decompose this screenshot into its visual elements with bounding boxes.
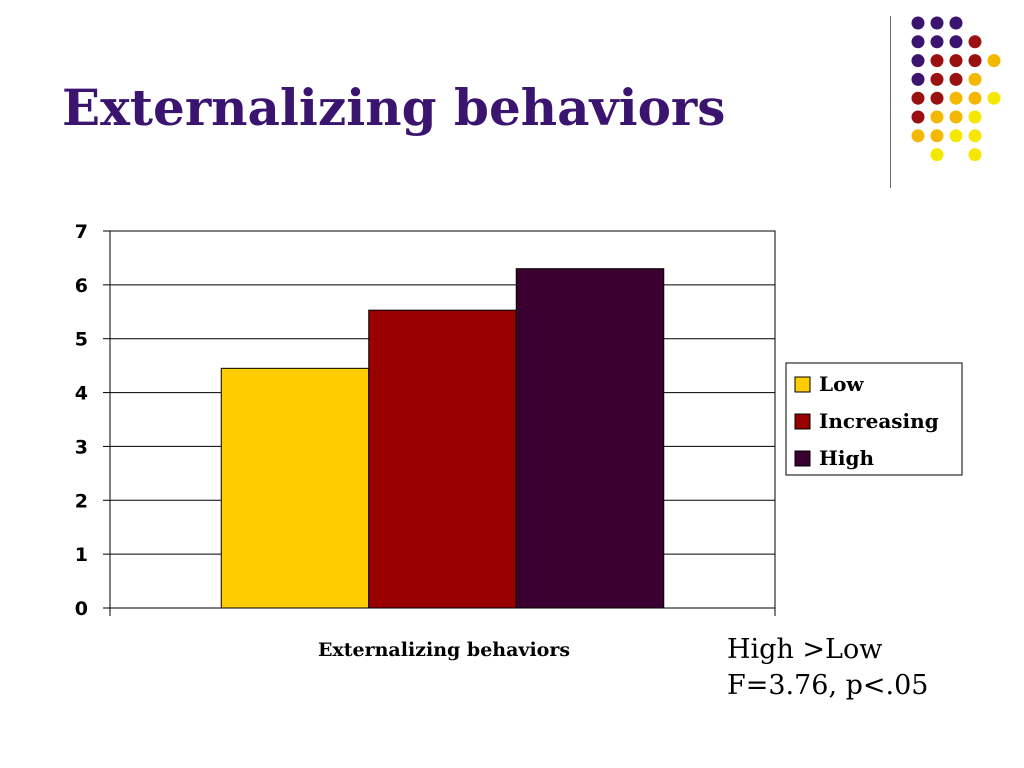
- note-comparison: High >Low: [727, 634, 883, 665]
- y-tick-label: 7: [75, 221, 88, 243]
- decorative-dot: [949, 54, 963, 68]
- decorative-dot: [949, 72, 963, 86]
- decorative-dot: [930, 54, 944, 68]
- chart-tick-labels: 0 1 2 3 4 5 6 7: [75, 221, 88, 620]
- decorative-dot: [949, 35, 963, 49]
- legend-label: High: [819, 446, 874, 470]
- decorative-dot: [930, 72, 944, 86]
- legend-box: [785, 362, 963, 476]
- decorative-dot: [968, 35, 982, 49]
- chart-axes: [103, 230, 776, 616]
- bar-high: [515, 268, 665, 609]
- decorative-dot: [911, 91, 925, 105]
- y-tick-label: 5: [75, 329, 88, 351]
- y-tick-label: 2: [75, 490, 88, 512]
- decorative-dot: [968, 54, 982, 68]
- decorative-dot: [987, 91, 1001, 105]
- y-tick-label: 4: [75, 383, 88, 405]
- decorative-dot: [968, 91, 982, 105]
- bar-increasing: [368, 309, 517, 609]
- decorative-dot: [949, 129, 963, 143]
- title-divider: [890, 16, 891, 188]
- note-f-statistic: F=3.76, p<.05: [727, 670, 929, 701]
- legend-swatch: [794, 376, 811, 393]
- decorative-dot: [930, 16, 944, 30]
- legend-swatch: [794, 450, 811, 467]
- decorative-dot: [968, 72, 982, 86]
- decorative-dot: [968, 110, 982, 124]
- decorative-dot: [949, 110, 963, 124]
- decorative-dot: [911, 16, 925, 30]
- decorative-dot: [968, 129, 982, 143]
- legend-swatch: [794, 413, 811, 430]
- slide-title: Externalizing behaviors: [62, 78, 726, 137]
- decorative-dot: [949, 16, 963, 30]
- decorative-dot: [911, 54, 925, 68]
- decorative-dot-grid: [911, 16, 1001, 162]
- decorative-dot: [930, 110, 944, 124]
- chart-legend: Low Increasing High: [785, 362, 963, 476]
- bar-low: [220, 367, 370, 609]
- legend-label: Increasing: [819, 409, 939, 433]
- decorative-dot: [949, 91, 963, 105]
- decorative-dot: [930, 129, 944, 143]
- decorative-dot: [930, 91, 944, 105]
- bar-chart: 0 1 2 3 4 5 6 7 Externalizing behaviors Low Incr…: [75, 221, 963, 661]
- legend-label: Low: [819, 372, 864, 396]
- decorative-dot: [930, 35, 944, 49]
- statistics-note: High >Low F=3.76, p<.05: [727, 632, 929, 704]
- chart-bars: [220, 268, 665, 609]
- decorative-dot: [968, 148, 982, 162]
- decorative-dot: [930, 148, 944, 162]
- y-tick-label: 1: [75, 544, 88, 566]
- decorative-dot: [911, 35, 925, 49]
- x-axis-label: Externalizing behaviors: [318, 639, 570, 661]
- decorative-dot: [987, 54, 1001, 68]
- decorative-dot: [911, 129, 925, 143]
- y-tick-label: 0: [75, 598, 88, 620]
- y-tick-label: 6: [75, 275, 88, 297]
- y-tick-label: 3: [75, 436, 88, 458]
- decorative-dot: [911, 72, 925, 86]
- decorative-dot: [911, 110, 925, 124]
